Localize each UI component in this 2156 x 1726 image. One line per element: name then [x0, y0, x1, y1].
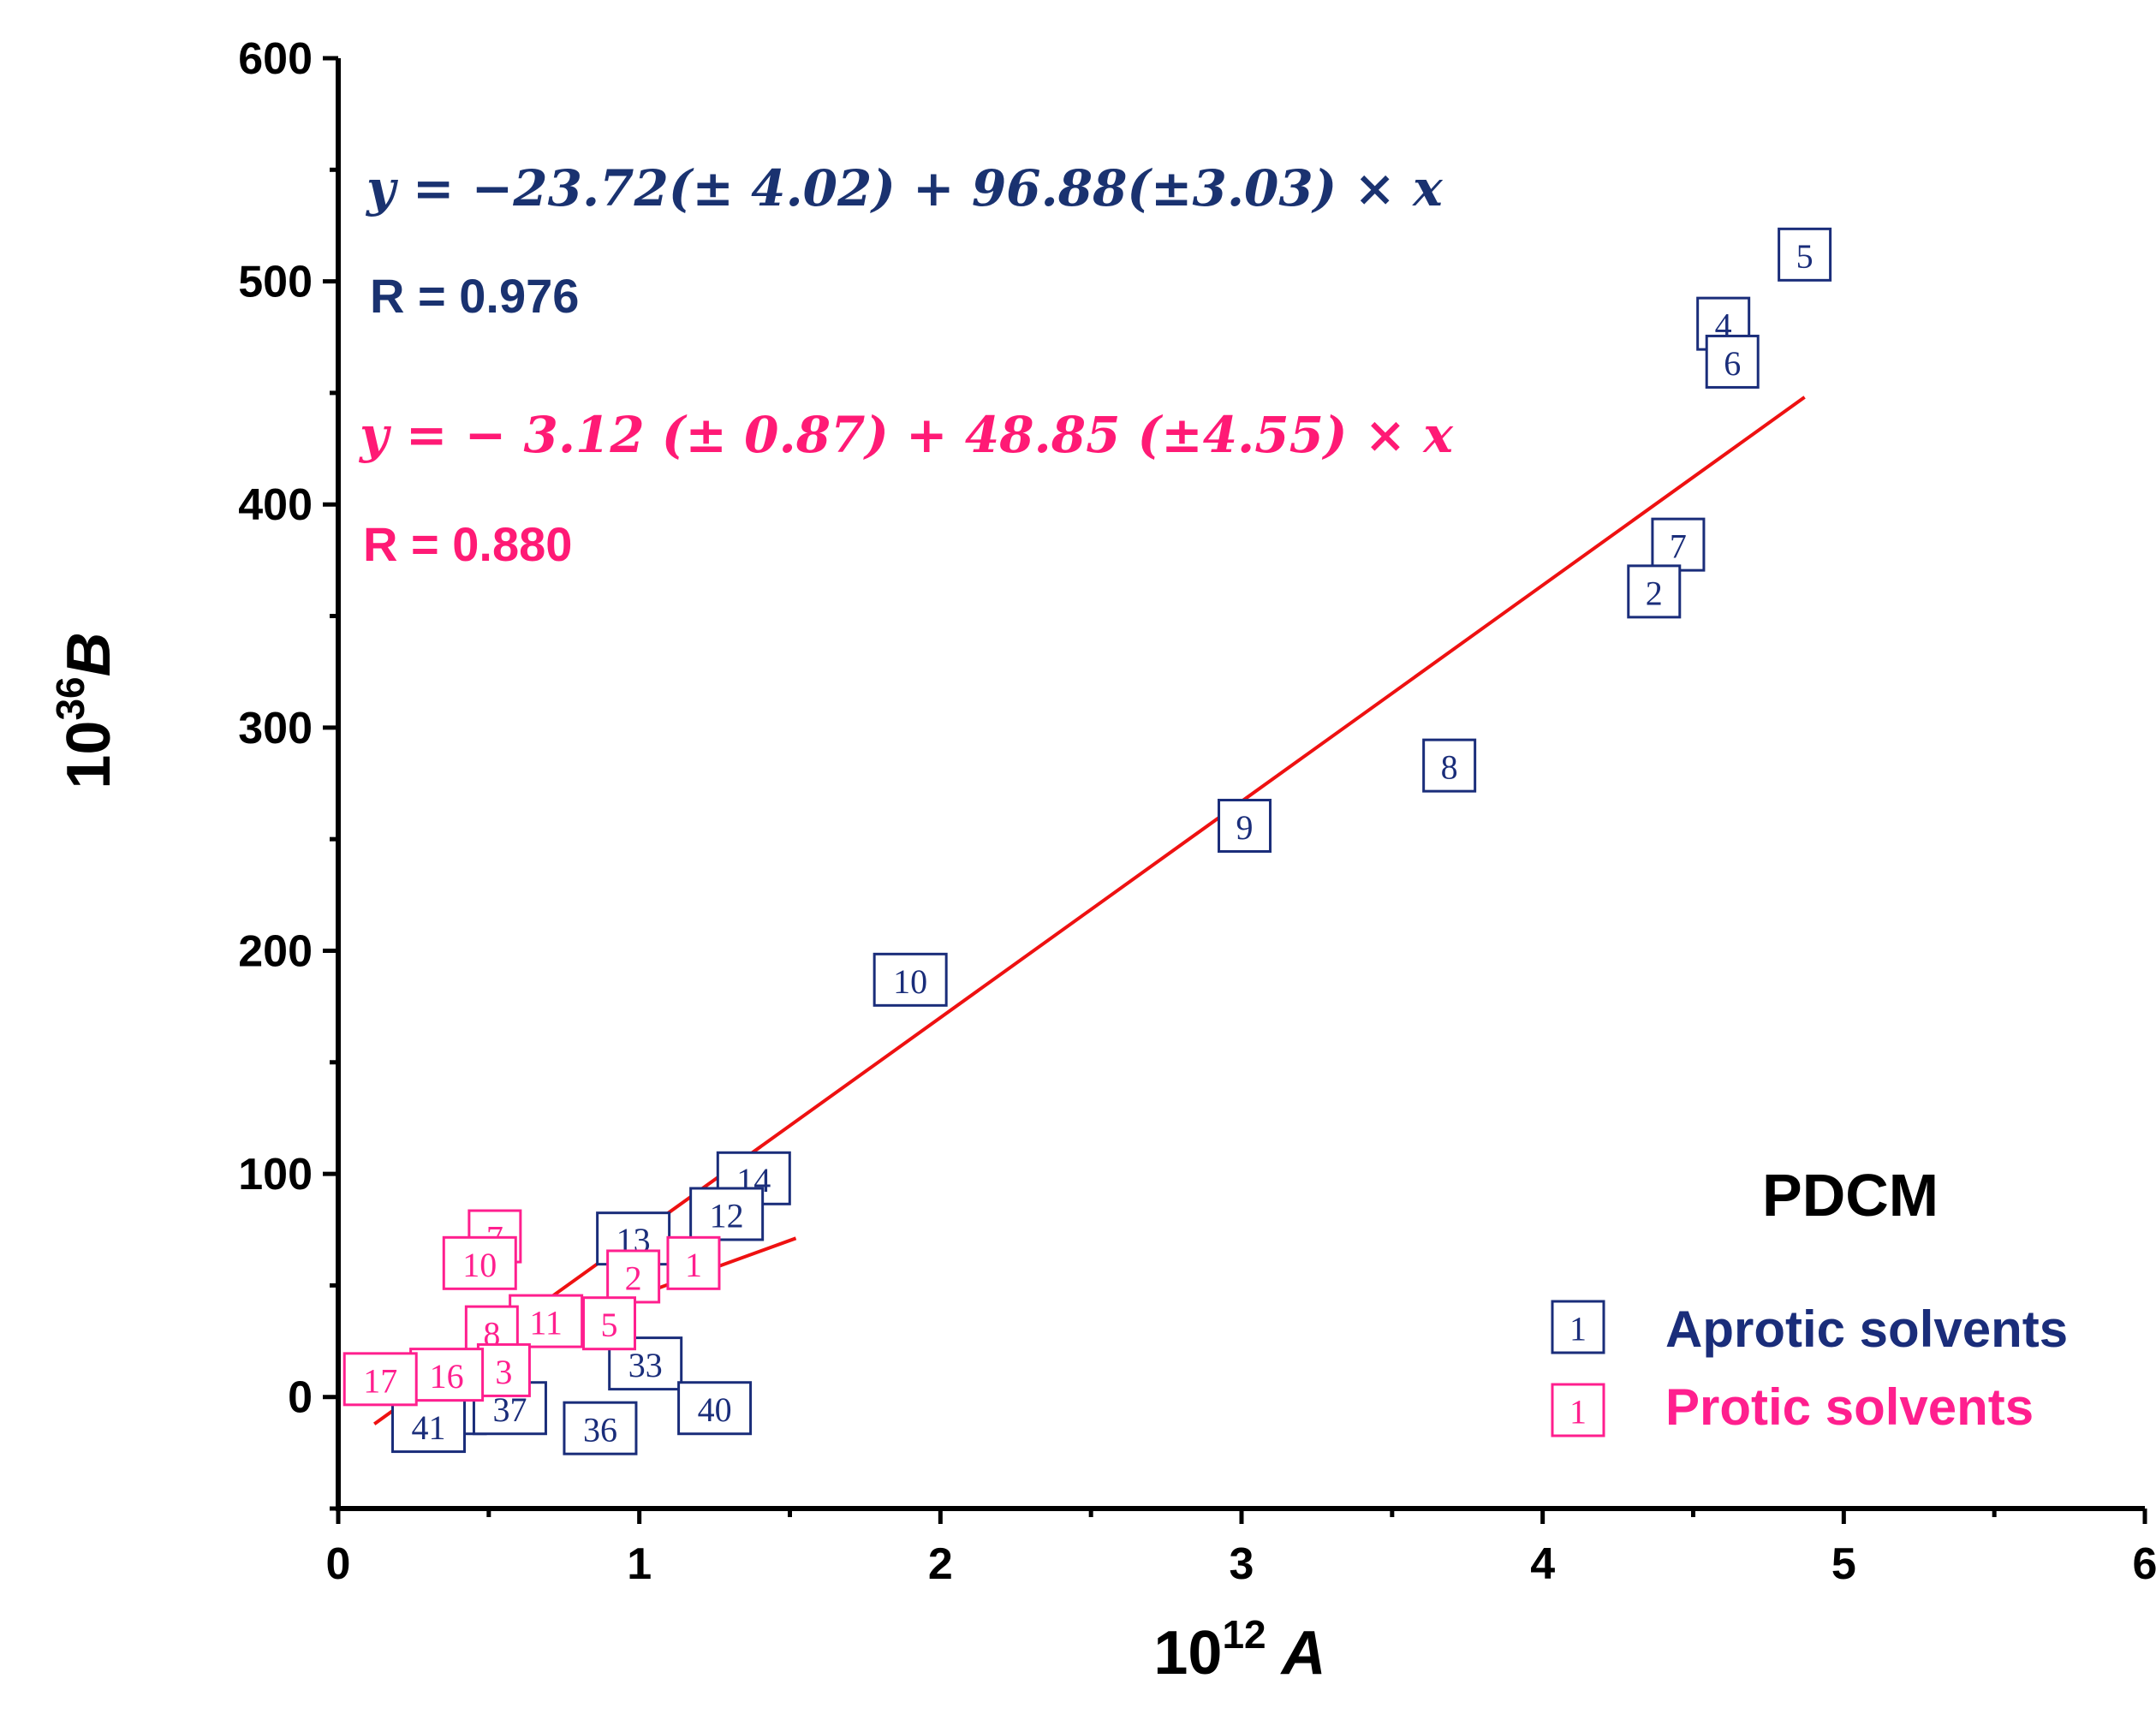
- y-axis-title-exp: 36: [48, 676, 92, 720]
- fit-line-aprotic: [373, 396, 1806, 1425]
- x-axis-title-base: 10: [1153, 1619, 1222, 1687]
- data-point-aprotic: 6: [1705, 334, 1760, 389]
- point-label-aprotic: 7: [1670, 527, 1687, 566]
- point-marker-protic: [342, 1352, 418, 1407]
- equation-protic: y = − 3.12 (± 0.87) + 48.85 (±4.55) × x: [358, 406, 1454, 464]
- data-point-protic: 5: [582, 1296, 636, 1351]
- data-point-aprotic: 5: [1778, 227, 1832, 282]
- x-axis-title: 1012 A: [1153, 1612, 1325, 1687]
- point-label-protic: 11: [529, 1304, 563, 1342]
- point-label-protic: 2: [625, 1259, 642, 1297]
- data-points: 5467289101412133340364237417101211583161…: [342, 227, 1832, 1455]
- x-tick-label: 5: [1831, 1539, 1856, 1589]
- point-label-aprotic: 10: [893, 962, 927, 1001]
- y-tick-label: 0: [288, 1373, 313, 1423]
- point-label-protic: 16: [430, 1357, 464, 1396]
- point-label-aprotic: 40: [698, 1390, 732, 1429]
- y-axis-title-var: B: [55, 632, 123, 676]
- point-marker-aprotic: [873, 952, 948, 1007]
- r-value-aprotic: R = 0.976: [370, 269, 579, 323]
- data-point-aprotic: 9: [1218, 799, 1272, 854]
- point-label-protic: 10: [462, 1246, 497, 1284]
- point-label-aprotic: 2: [1646, 574, 1663, 612]
- y-tick-label: 100: [238, 1150, 313, 1199]
- point-label-protic: 3: [495, 1353, 512, 1391]
- data-point-protic: 10: [442, 1235, 517, 1290]
- legend-marker-aprotic-label: 1: [1569, 1310, 1587, 1348]
- y-tick-label: 300: [238, 704, 313, 753]
- legend-marker-protic-label: 1: [1569, 1393, 1587, 1431]
- data-point-aprotic: 2: [1627, 564, 1682, 619]
- y-tick-label: 600: [238, 34, 313, 84]
- y-axis-title: 1036B: [48, 632, 123, 789]
- data-point-aprotic: 40: [677, 1381, 753, 1436]
- data-point-aprotic: 33: [608, 1336, 683, 1391]
- x-axis-title-exp: 12: [1222, 1612, 1266, 1657]
- data-point-protic: 11: [509, 1294, 584, 1348]
- legend-label-aprotic: Aprotic solvents: [1665, 1300, 2068, 1358]
- legend-marker-protic: [1551, 1383, 1605, 1437]
- point-label-aprotic: 6: [1724, 344, 1741, 383]
- point-marker-protic: [606, 1249, 661, 1304]
- point-label-aprotic: 9: [1236, 808, 1254, 847]
- x-tick-label: 6: [2133, 1539, 2156, 1589]
- x-tick-label: 4: [1530, 1539, 1555, 1589]
- data-point-aprotic: 41: [391, 1399, 466, 1454]
- point-marker-aprotic: [1651, 517, 1706, 572]
- point-marker-protic: [582, 1296, 636, 1351]
- data-point-aprotic: 7: [1651, 517, 1706, 572]
- point-marker-aprotic: [1778, 227, 1832, 282]
- point-marker-aprotic: [689, 1187, 765, 1241]
- data-point-aprotic: 10: [873, 952, 948, 1007]
- data-point-aprotic: 8: [1422, 738, 1477, 793]
- point-label-aprotic: 12: [710, 1196, 744, 1235]
- data-point-aprotic: 36: [563, 1401, 638, 1455]
- x-axis-title-var: A: [1280, 1619, 1326, 1687]
- data-point-protic: 17: [342, 1352, 418, 1407]
- point-marker-aprotic: [677, 1381, 753, 1436]
- point-marker-protic: [666, 1235, 721, 1290]
- x-tick-label: 3: [1230, 1539, 1254, 1589]
- point-label-aprotic: 8: [1441, 748, 1458, 787]
- point-label-aprotic: 33: [628, 1346, 663, 1384]
- point-marker-protic: [442, 1235, 517, 1290]
- point-label-aprotic: 5: [1796, 237, 1814, 276]
- data-point-protic: 16: [409, 1348, 485, 1402]
- data-point-aprotic: 12: [689, 1187, 765, 1241]
- point-marker-aprotic: [1705, 334, 1760, 389]
- point-label-protic: 17: [363, 1361, 397, 1400]
- annotation-label: PDCM: [1762, 1162, 1939, 1229]
- x-ticks: 0 1 2 3 4 5 6: [326, 1509, 2156, 1589]
- r-value-protic: R = 0.880: [363, 517, 572, 571]
- point-label-aprotic: 36: [583, 1411, 617, 1449]
- y-ticks: 0 100 200 300 400 500 600: [238, 34, 338, 1511]
- point-marker-aprotic: [1218, 799, 1272, 854]
- point-marker-aprotic: [1627, 564, 1682, 619]
- point-marker-protic: [476, 1342, 531, 1397]
- point-label-protic: 1: [685, 1246, 702, 1284]
- legend-marker-aprotic: [1551, 1300, 1605, 1354]
- data-point-protic: 3: [476, 1342, 531, 1397]
- y-tick-label: 400: [238, 480, 313, 530]
- legend-label-protic: Protic solvents: [1665, 1378, 2034, 1436]
- point-marker-aprotic: [1422, 738, 1477, 793]
- x-tick-label: 2: [928, 1539, 953, 1589]
- equation-aprotic: y = −23.72(± 4.02) + 96.88(±3.03) × x: [365, 159, 1444, 217]
- x-tick-label: 1: [627, 1539, 652, 1589]
- fit-lines: [361, 396, 1806, 1425]
- y-tick-label: 200: [238, 926, 313, 976]
- point-marker-aprotic: [563, 1401, 638, 1455]
- data-point-protic: 1: [666, 1235, 721, 1290]
- legend: 1 Aprotic solvents 1 Protic solvents: [1551, 1300, 2068, 1437]
- point-label-protic: 5: [601, 1306, 618, 1344]
- point-label-aprotic: 41: [412, 1408, 446, 1447]
- x-tick-label: 0: [326, 1539, 351, 1589]
- point-marker-aprotic: [391, 1399, 466, 1454]
- data-point-protic: 2: [606, 1249, 661, 1304]
- y-axis-title-base: 10: [55, 721, 123, 789]
- y-tick-label: 500: [238, 258, 313, 307]
